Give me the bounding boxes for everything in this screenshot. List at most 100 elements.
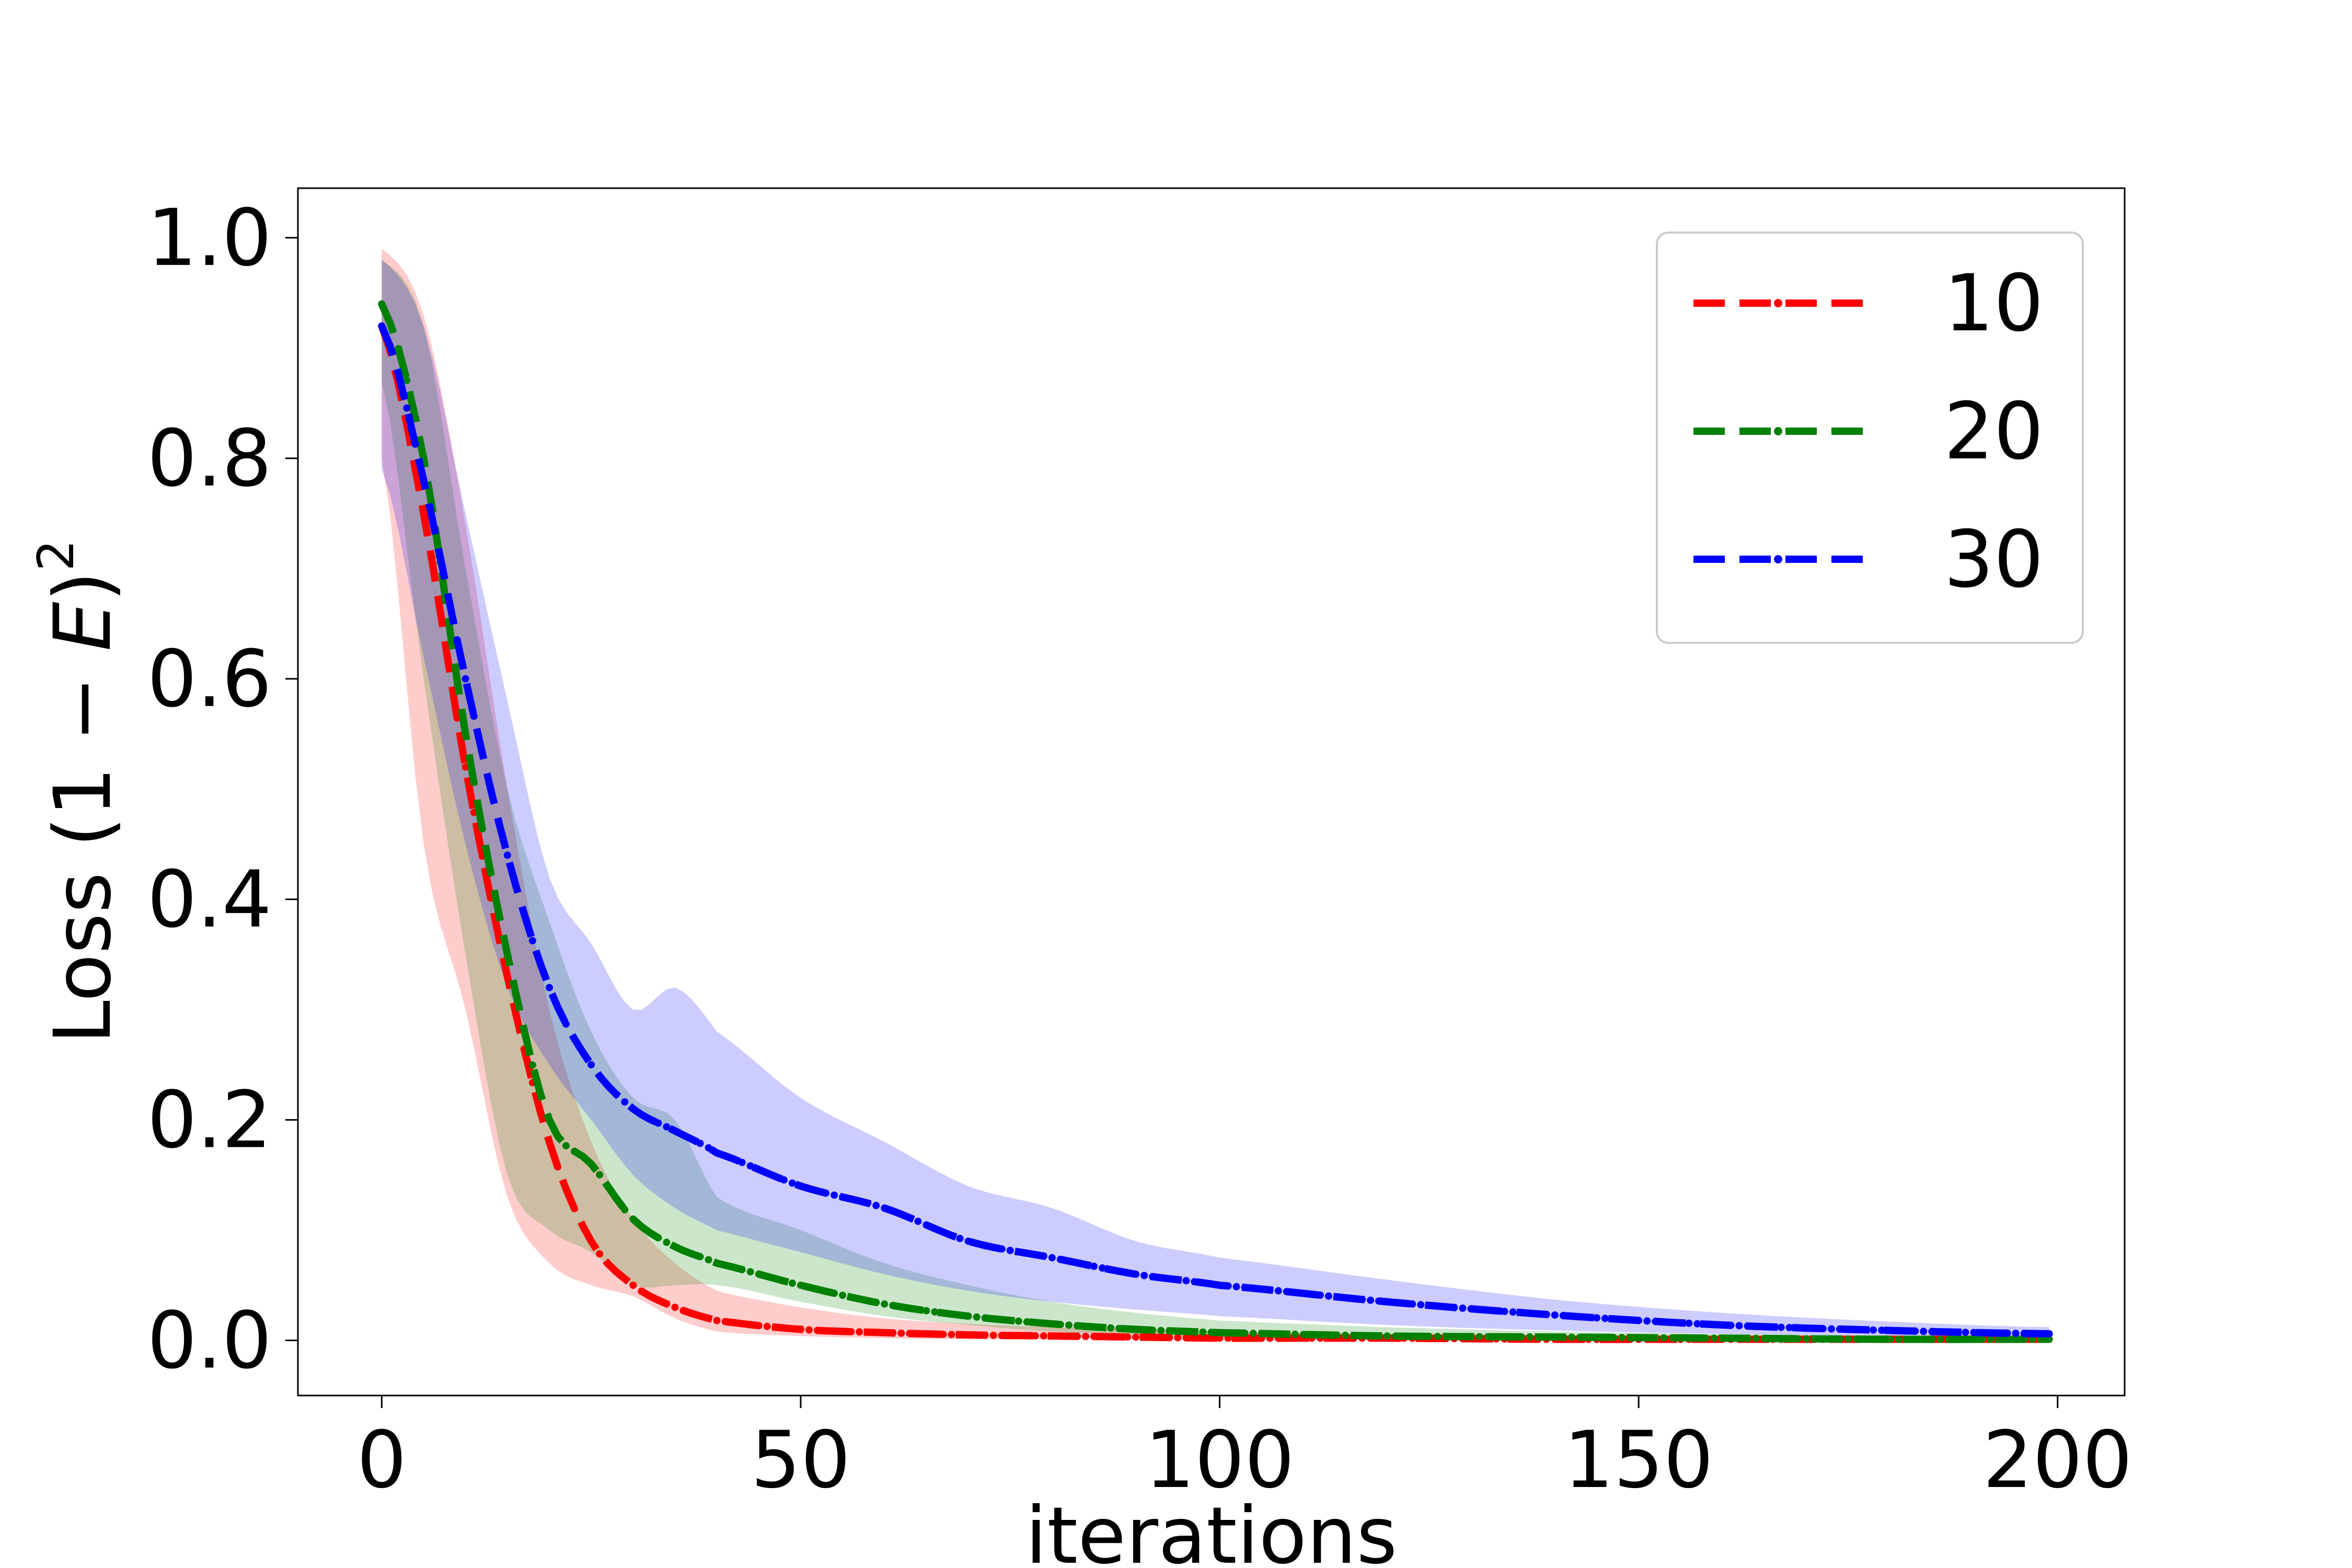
marker-series-30: [788, 1179, 796, 1187]
marker-series-20: [679, 1247, 687, 1254]
marker-series-30: [1308, 1290, 1316, 1298]
marker-series-30: [512, 882, 520, 889]
marker-series-20: [939, 1309, 947, 1317]
marker-series-20: [587, 1160, 595, 1168]
marker-series-10: [964, 1331, 972, 1339]
marker-series-30: [621, 1098, 629, 1106]
marker-series-20: [1367, 1332, 1375, 1340]
marker-series-20: [470, 779, 478, 787]
marker-series-30: [713, 1149, 721, 1157]
marker-series-30: [554, 1003, 561, 1011]
marker-series-20: [1174, 1327, 1182, 1335]
marker-series-30: [1785, 1324, 1793, 1331]
marker-series-20: [1392, 1332, 1400, 1340]
marker-series-20: [964, 1312, 972, 1320]
legend-box: [1656, 232, 2084, 644]
marker-series-30: [964, 1237, 972, 1245]
marker-series-20: [1836, 1335, 1843, 1343]
y-axis-ticks: 0.0 0.2 0.4 0.6 0.8 1.0: [147, 193, 298, 1387]
marker-series-20: [1744, 1334, 1751, 1342]
marker-series-20: [1551, 1333, 1559, 1341]
marker-series-20: [1593, 1333, 1600, 1341]
marker-series-20: [1627, 1334, 1634, 1342]
marker-series-10: [1065, 1332, 1073, 1340]
marker-series-10: [989, 1331, 997, 1339]
marker-series-20: [1559, 1333, 1567, 1341]
marker-series-30: [503, 851, 511, 859]
marker-series-10: [596, 1250, 604, 1258]
marker-series-30: [1099, 1264, 1106, 1272]
x-axis-ticks: 0 50 100 150 200: [357, 1396, 2132, 1506]
marker-series-20: [1316, 1331, 1324, 1339]
marker-series-30: [2037, 1330, 2045, 1338]
marker-series-30: [797, 1182, 804, 1190]
marker-series-30: [1517, 1309, 1525, 1317]
marker-series-30: [1643, 1317, 1651, 1325]
marker-series-10: [956, 1331, 964, 1339]
y-tick-label: 0.8: [147, 413, 272, 504]
band-series-10: [382, 249, 2049, 1341]
marker-series-20: [1166, 1327, 1173, 1335]
marker-series-30: [1258, 1285, 1265, 1293]
marker-series-20: [1870, 1335, 1877, 1343]
marker-series-20: [1014, 1317, 1022, 1325]
marker-series-30: [881, 1204, 889, 1212]
marker-series-30: [1291, 1288, 1299, 1296]
marker-series-20: [1811, 1335, 1818, 1343]
marker-series-10: [638, 1287, 645, 1295]
marker-series-30: [1559, 1312, 1567, 1320]
marker-series-30: [1668, 1319, 1676, 1327]
marker-series-10: [847, 1328, 855, 1335]
marker-series-30: [981, 1242, 989, 1249]
legend-marker-10: [1774, 299, 1782, 307]
marker-series-30: [1132, 1270, 1140, 1278]
series-lines: [378, 300, 2053, 1343]
marker-series-10: [1191, 1334, 1198, 1342]
marker-series-20: [738, 1265, 746, 1273]
marker-series-10: [1107, 1333, 1115, 1341]
marker-series-20: [462, 730, 469, 738]
marker-series-30: [1593, 1314, 1600, 1322]
marker-series-30: [989, 1243, 997, 1251]
marker-series-30: [528, 937, 536, 944]
marker-series-30: [1065, 1257, 1073, 1265]
marker-series-30: [1802, 1324, 1810, 1332]
marker-series-20: [2045, 1335, 2053, 1343]
marker-series-20: [1450, 1333, 1458, 1341]
marker-series-10: [948, 1331, 955, 1339]
marker-series-10: [771, 1323, 779, 1331]
marker-series-20: [1953, 1335, 1961, 1343]
marker-series-20: [671, 1243, 679, 1251]
marker-series-20: [1827, 1335, 1835, 1343]
marker-series-20: [1140, 1326, 1148, 1334]
marker-series-20: [1358, 1332, 1366, 1340]
marker-series-30: [1526, 1309, 1534, 1317]
marker-series-30: [1166, 1275, 1173, 1283]
x-tick-label: 200: [1983, 1415, 2132, 1506]
marker-series-10: [629, 1282, 637, 1289]
marker-series-30: [1023, 1249, 1031, 1257]
marker-series-30: [1475, 1306, 1483, 1313]
marker-series-30: [1635, 1317, 1643, 1324]
marker-series-30: [1744, 1322, 1751, 1330]
marker-series-30: [445, 595, 453, 603]
marker-series-30: [1342, 1294, 1349, 1301]
marker-series-30: [1174, 1276, 1182, 1284]
marker-series-10: [1124, 1333, 1132, 1341]
marker-series-10: [445, 662, 453, 670]
marker-series-20: [654, 1234, 662, 1242]
marker-series-30: [1249, 1284, 1257, 1292]
marker-series-20: [1534, 1333, 1542, 1341]
marker-series-20: [1576, 1333, 1584, 1341]
marker-series-20: [1618, 1334, 1626, 1341]
marker-series-30: [1610, 1315, 1617, 1323]
marker-series-20: [613, 1195, 620, 1203]
marker-series-30: [1124, 1269, 1132, 1277]
marker-series-20: [771, 1275, 779, 1283]
marker-series-10: [679, 1307, 687, 1315]
marker-series-20: [1132, 1325, 1140, 1333]
marker-series-30: [805, 1185, 813, 1193]
marker-series-20: [520, 1027, 528, 1034]
marker-series-20: [403, 376, 411, 384]
marker-series-30: [1978, 1329, 1986, 1336]
